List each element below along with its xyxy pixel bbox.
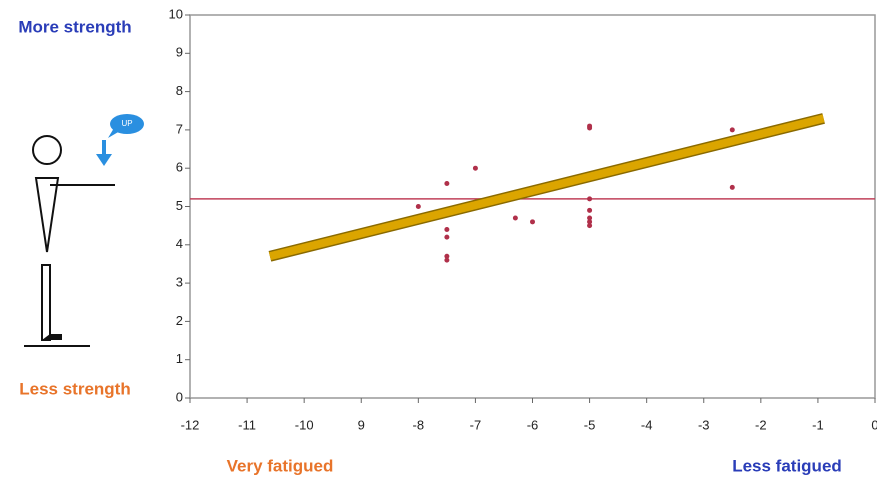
point [730,185,735,190]
x-tick-label: -8 [413,417,425,432]
x-tick-label: -7 [470,417,482,432]
point [473,166,478,171]
y-tick-label: 9 [176,45,183,60]
trend-line [270,118,824,256]
point [587,196,592,201]
x-tick-label: 9 [358,417,365,432]
x-tick-label: -10 [295,417,314,432]
x-tick-label: -2 [755,417,767,432]
annotation: Less strength [19,379,130,398]
annotation: Very fatigued [227,456,334,475]
y-tick-label: 6 [176,160,183,175]
y-tick-label: 8 [176,83,183,98]
icon-label: UP [121,119,132,128]
x-tick-label: -6 [527,417,539,432]
annotation: Less fatigued [732,456,842,475]
x-tick-label: -5 [584,417,596,432]
y-tick-label: 7 [176,121,183,136]
point [444,258,449,263]
point [416,204,421,209]
point [587,125,592,130]
y-tick-label: 3 [176,275,183,290]
y-tick-label: 5 [176,198,183,213]
point [730,127,735,132]
x-tick-label: -4 [641,417,653,432]
point [530,219,535,224]
point [513,215,518,220]
annotation: More strength [18,17,131,36]
plot-frame [190,15,875,398]
x-tick-label: -12 [181,417,200,432]
stick-figure [24,114,144,346]
point [444,235,449,240]
point [444,181,449,186]
y-tick-label: 0 [176,389,183,404]
x-tick-label: -3 [698,417,710,432]
chart: More strength Less strength Very fatigue… [0,0,877,485]
point [587,208,592,213]
y-tick-label: 2 [176,313,183,328]
y-tick-label: 10 [169,6,183,21]
y-tick-label: 4 [176,236,183,251]
x-tick-label: -1 [812,417,824,432]
x-tick-label: 0 [871,417,877,432]
x-tick-label: -11 [238,417,256,432]
point [444,227,449,232]
point [587,223,592,228]
y-tick-label: 1 [176,351,183,366]
